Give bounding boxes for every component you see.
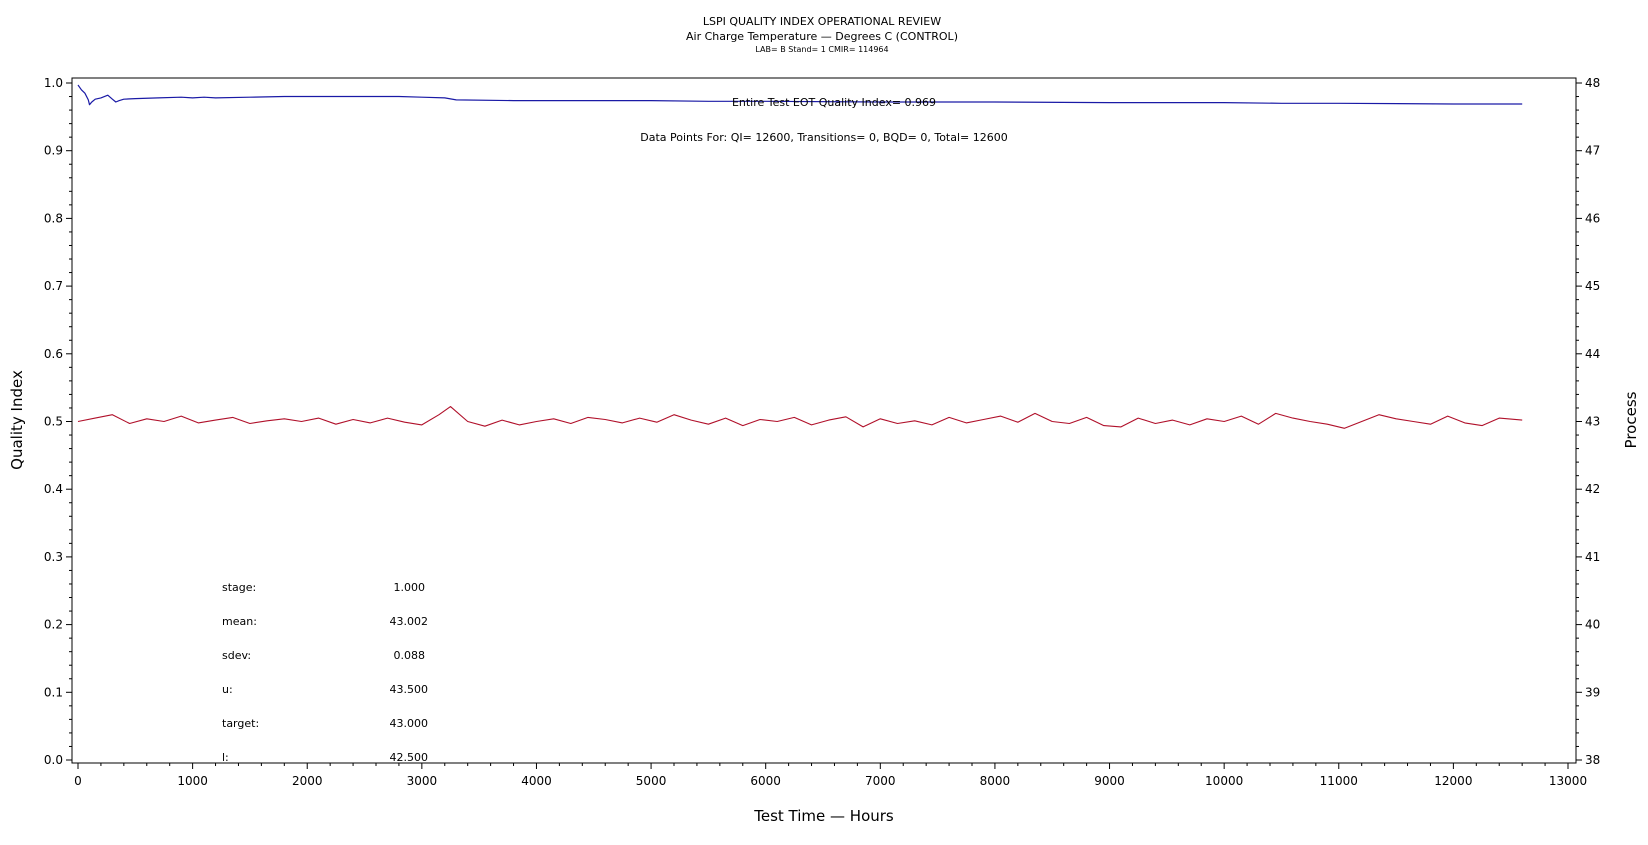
x-tick-label-5: 5000 — [636, 774, 667, 788]
y-tick-label-8: 0.8 — [44, 211, 63, 225]
stat-label-u: u: — [222, 683, 233, 696]
y2-tick-label-0: 38 — [1585, 753, 1600, 767]
series-layer — [77, 84, 1523, 429]
y2-tick-label-2: 40 — [1585, 618, 1600, 632]
x-tick-label-12: 12000 — [1434, 774, 1472, 788]
data-points-note: Data Points For: QI= 12600, Transitions=… — [640, 131, 1008, 144]
x-tick-label-10: 10000 — [1205, 774, 1243, 788]
x-tick-label-1: 1000 — [177, 774, 208, 788]
y-tick-label-3: 0.3 — [44, 550, 63, 564]
y2-tick-label-5: 43 — [1585, 415, 1600, 429]
y-axis-left: 0.0 0.1 0.2 0.3 0.4 0.5 0.6 0.7 0.8 0.9 1.0 — [44, 76, 72, 767]
x-tick-label-13: 13000 — [1549, 774, 1587, 788]
y-axis-right: 38 39 40 41 42 43 44 45 46 47 48 — [1576, 76, 1600, 767]
y-tick-label-4: 0.4 — [44, 482, 63, 496]
x-tick-label-6: 6000 — [750, 774, 781, 788]
stat-label-target: target: — [222, 717, 259, 730]
chart-subsubtitle: LAB= B Stand= 1 CMIR= 114964 — [755, 45, 888, 54]
x-tick-label-11: 11000 — [1320, 774, 1358, 788]
y-tick-label-10: 1.0 — [44, 76, 63, 90]
x-axis: 0 1000 2000 3000 4000 5000 6000 7000 8000 9000 100… — [74, 763, 1587, 788]
stat-label-stage: stage: — [222, 581, 256, 594]
stat-label-sdev: sdev: — [222, 649, 251, 662]
y2-tick-label-4: 42 — [1585, 482, 1600, 496]
x-tick-label-0: 0 — [74, 774, 82, 788]
y-tick-label-2: 0.2 — [44, 618, 63, 632]
stat-value-mean: 43.002 — [390, 615, 429, 628]
x-tick-label-8: 8000 — [980, 774, 1011, 788]
x-tick-label-2: 2000 — [292, 774, 323, 788]
stat-label-l: l: — [222, 751, 229, 764]
chart-title: LSPI QUALITY INDEX OPERATIONAL REVIEW — [703, 15, 941, 28]
stats-block: stage: 1.000 mean: 43.002 sdev: 0.088 u:… — [222, 581, 428, 764]
x-tick-label-7: 7000 — [865, 774, 896, 788]
y-tick-label-7: 0.7 — [44, 279, 63, 293]
x-tick-label-3: 3000 — [407, 774, 438, 788]
y-tick-label-0: 0.0 — [44, 753, 63, 767]
chart-subtitle: Air Charge Temperature — Degrees C (CONT… — [686, 30, 958, 43]
quality-index-note: Entire Test EOT Quality Index= 0.969 — [732, 96, 936, 109]
x-tick-label-4: 4000 — [521, 774, 552, 788]
y-tick-label-6: 0.6 — [44, 347, 63, 361]
y2-tick-label-7: 45 — [1585, 279, 1600, 293]
plot-frame — [71, 77, 1577, 764]
stat-value-target: 43.000 — [390, 717, 429, 730]
stat-value-u: 43.500 — [390, 683, 429, 696]
y-tick-label-1: 0.1 — [44, 685, 63, 699]
stat-value-stage: 1.000 — [394, 581, 426, 594]
stat-value-l: 42.500 — [390, 751, 429, 764]
stat-label-mean: mean: — [222, 615, 257, 628]
y-tick-label-5: 0.5 — [44, 415, 63, 429]
x-tick-label-9: 9000 — [1094, 774, 1125, 788]
y2-tick-label-10: 48 — [1585, 76, 1600, 90]
x-axis-label: Test Time — Hours — [753, 807, 894, 825]
y2-tick-label-1: 39 — [1585, 685, 1600, 699]
y2-axis-label: Process — [1622, 391, 1640, 448]
process-line — [77, 406, 1523, 429]
y2-tick-label-9: 47 — [1585, 144, 1600, 158]
stat-value-sdev: 0.088 — [394, 649, 426, 662]
y-tick-label-9: 0.9 — [44, 144, 63, 158]
y2-tick-label-8: 46 — [1585, 211, 1600, 225]
y-axis-label: Quality Index — [8, 370, 26, 470]
quality-index-line — [77, 84, 1523, 106]
y2-tick-label-6: 44 — [1585, 347, 1600, 361]
y2-tick-label-3: 41 — [1585, 550, 1600, 564]
